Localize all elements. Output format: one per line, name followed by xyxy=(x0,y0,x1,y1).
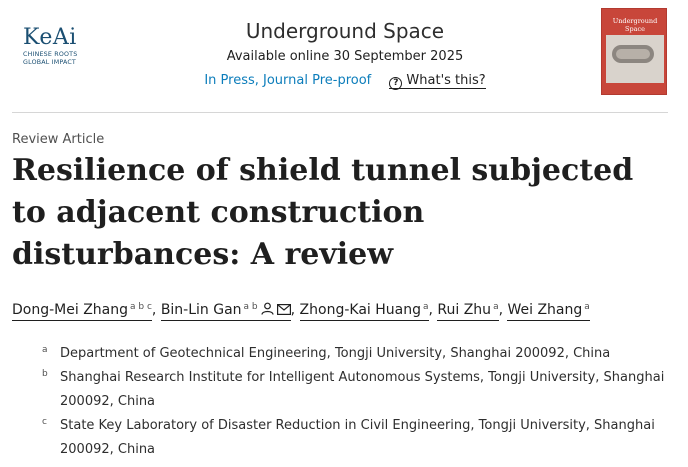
author-affil-sup: a xyxy=(584,302,590,312)
author-name: Bin-Lin Gan xyxy=(160,302,242,318)
in-press-status: In Press, Journal Pre-proof xyxy=(204,73,372,88)
author-link[interactable]: Zhong-Kai Huang a xyxy=(299,302,429,321)
author-name: Zhong-Kai Huang xyxy=(299,302,421,318)
author-link[interactable]: Wei Zhang a xyxy=(507,302,590,321)
author-list: Dong-Mei Zhang a b c, Bin-Lin Gan a b, Zho… xyxy=(12,296,682,322)
cover-tunnel-inner xyxy=(616,49,650,59)
affiliation-label: a xyxy=(42,345,48,355)
author-name: Rui Zhu xyxy=(437,302,492,318)
article-type: Review Article xyxy=(12,132,105,147)
affiliation-item: c State Key Laboratory of Disaster Reduc… xyxy=(42,414,672,462)
journal-info: Underground Space Available online 30 Se… xyxy=(200,17,490,90)
cover-title: Underground Space xyxy=(612,17,658,33)
author-name: Dong-Mei Zhang xyxy=(12,302,128,318)
author-link[interactable]: Bin-Lin Gan a b xyxy=(160,300,291,322)
logo-tagline-1: CHINESE ROOTS xyxy=(23,51,78,58)
affiliation-item: a Department of Geotechnical Engineering… xyxy=(42,342,672,366)
available-online-date: Available online 30 September 2025 xyxy=(226,49,464,64)
person-icon xyxy=(261,300,274,322)
affiliation-text: State Key Laboratory of Disaster Reducti… xyxy=(60,418,655,457)
journal-header: KeAi CHINESE ROOTS GLOBAL IMPACT Undergr… xyxy=(0,0,688,110)
affiliation-list: a Department of Geotechnical Engineering… xyxy=(42,342,672,462)
author-link[interactable]: Rui Zhu a xyxy=(437,302,499,321)
whats-this-button[interactable]: ? What's this? xyxy=(389,73,486,90)
affiliation-item: b Shanghai Research Institute for Intell… xyxy=(42,366,672,414)
journal-title-link[interactable]: Underground Space xyxy=(245,19,445,43)
affiliation-text: Department of Geotechnical Engineering, … xyxy=(60,346,611,361)
article-title: Resilience of shield tunnel subjected to… xyxy=(12,153,634,272)
author-affil-sup: a xyxy=(493,302,499,312)
affiliation-label: c xyxy=(42,417,47,427)
journal-cover-image[interactable]: Underground Space xyxy=(601,8,667,95)
author-name: Wei Zhang xyxy=(507,302,583,318)
logo-wordmark: KeAi xyxy=(23,25,77,50)
keai-logo[interactable]: KeAi CHINESE ROOTS GLOBAL IMPACT xyxy=(23,27,93,66)
author-affil-sup: a b c xyxy=(130,302,152,312)
whats-this-label: What's this? xyxy=(406,73,486,88)
question-icon: ? xyxy=(389,77,403,90)
affiliation-label: b xyxy=(42,369,48,379)
author-affil-sup: a b xyxy=(243,302,258,312)
author-affil-sup: a xyxy=(422,302,429,312)
status-row: In Press, Journal Pre-proof ? What's this… xyxy=(200,72,490,90)
envelope-icon[interactable] xyxy=(276,300,291,322)
author-link[interactable]: Dong-Mei Zhang a b c xyxy=(12,302,152,321)
logo-tagline-2: GLOBAL IMPACT xyxy=(23,58,76,66)
header-divider xyxy=(12,112,668,113)
affiliation-text: Shanghai Research Institute for Intellig… xyxy=(60,370,665,409)
